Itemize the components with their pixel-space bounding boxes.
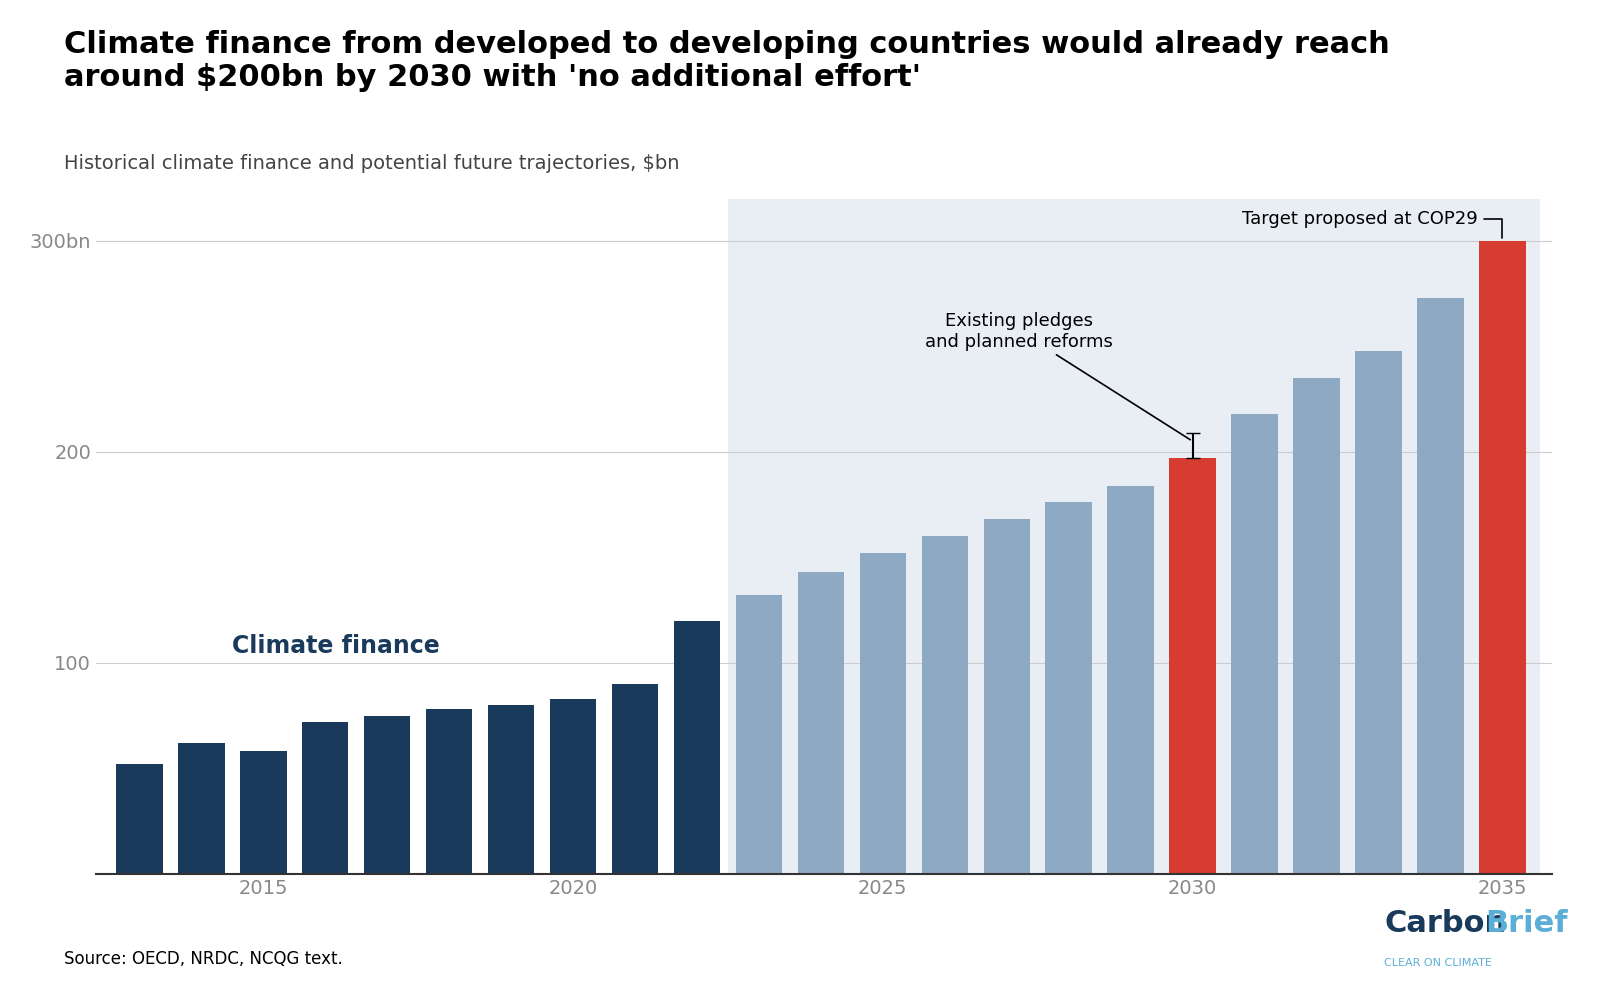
Bar bbox=[736, 595, 782, 874]
Text: Climate finance from developed to developing countries would already reach
aroun: Climate finance from developed to develo… bbox=[64, 30, 1390, 92]
Text: Carbon: Carbon bbox=[1384, 910, 1506, 938]
Text: Existing pledges
and planned reforms: Existing pledges and planned reforms bbox=[925, 312, 1190, 440]
Bar bbox=[984, 519, 1030, 874]
Bar bbox=[1355, 351, 1402, 874]
Text: CLEAR ON CLIMATE: CLEAR ON CLIMATE bbox=[1384, 958, 1491, 968]
Bar bbox=[1293, 378, 1339, 874]
Bar bbox=[1107, 486, 1154, 874]
Bar bbox=[178, 743, 224, 874]
Bar bbox=[674, 621, 720, 874]
Bar bbox=[550, 699, 597, 874]
Bar bbox=[302, 722, 349, 874]
Text: Target proposed at COP29: Target proposed at COP29 bbox=[1242, 211, 1502, 238]
Bar bbox=[1232, 414, 1278, 874]
Bar bbox=[922, 536, 968, 874]
Text: Climate finance: Climate finance bbox=[232, 634, 440, 658]
Bar bbox=[798, 572, 845, 874]
Bar bbox=[1045, 502, 1091, 874]
Bar bbox=[1418, 298, 1464, 874]
Bar bbox=[363, 716, 411, 874]
Bar bbox=[1478, 240, 1526, 874]
Text: Historical climate finance and potential future trajectories, $bn: Historical climate finance and potential… bbox=[64, 154, 680, 173]
Bar bbox=[117, 765, 163, 874]
Bar bbox=[488, 705, 534, 874]
Bar bbox=[859, 553, 906, 874]
Bar bbox=[426, 709, 472, 874]
Bar bbox=[611, 684, 658, 874]
Text: Brief: Brief bbox=[1485, 910, 1568, 938]
Text: Source: OECD, NRDC, NCQG text.: Source: OECD, NRDC, NCQG text. bbox=[64, 950, 342, 968]
Bar bbox=[728, 199, 1539, 874]
Bar bbox=[1170, 458, 1216, 874]
Bar bbox=[240, 752, 286, 874]
